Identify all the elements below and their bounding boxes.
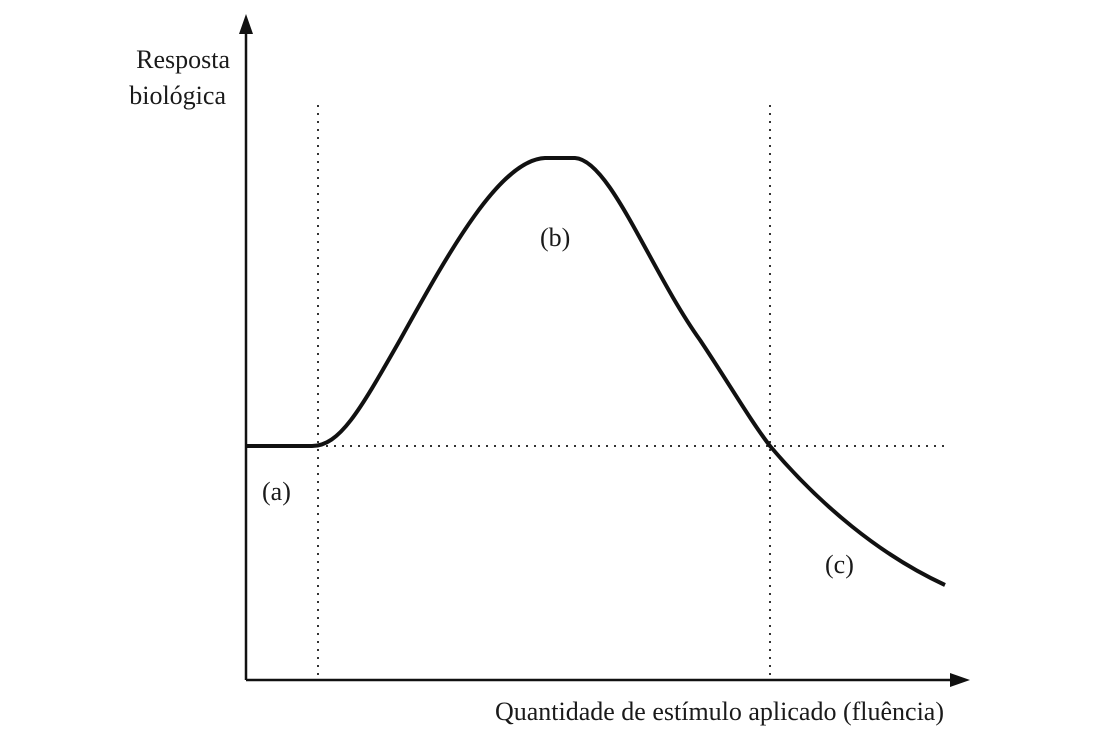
region-label: (b) xyxy=(540,223,570,252)
region-label: (a) xyxy=(262,477,291,506)
x-axis-arrow xyxy=(950,673,970,687)
x-axis-label: Quantidade de estímulo aplicado (fluênci… xyxy=(495,697,944,726)
y-axis-label: biológica xyxy=(129,81,226,110)
region-label: (c) xyxy=(825,550,854,579)
y-axis-label: Resposta xyxy=(136,45,230,74)
response-curve xyxy=(246,156,946,587)
y-axis-arrow xyxy=(239,14,253,34)
